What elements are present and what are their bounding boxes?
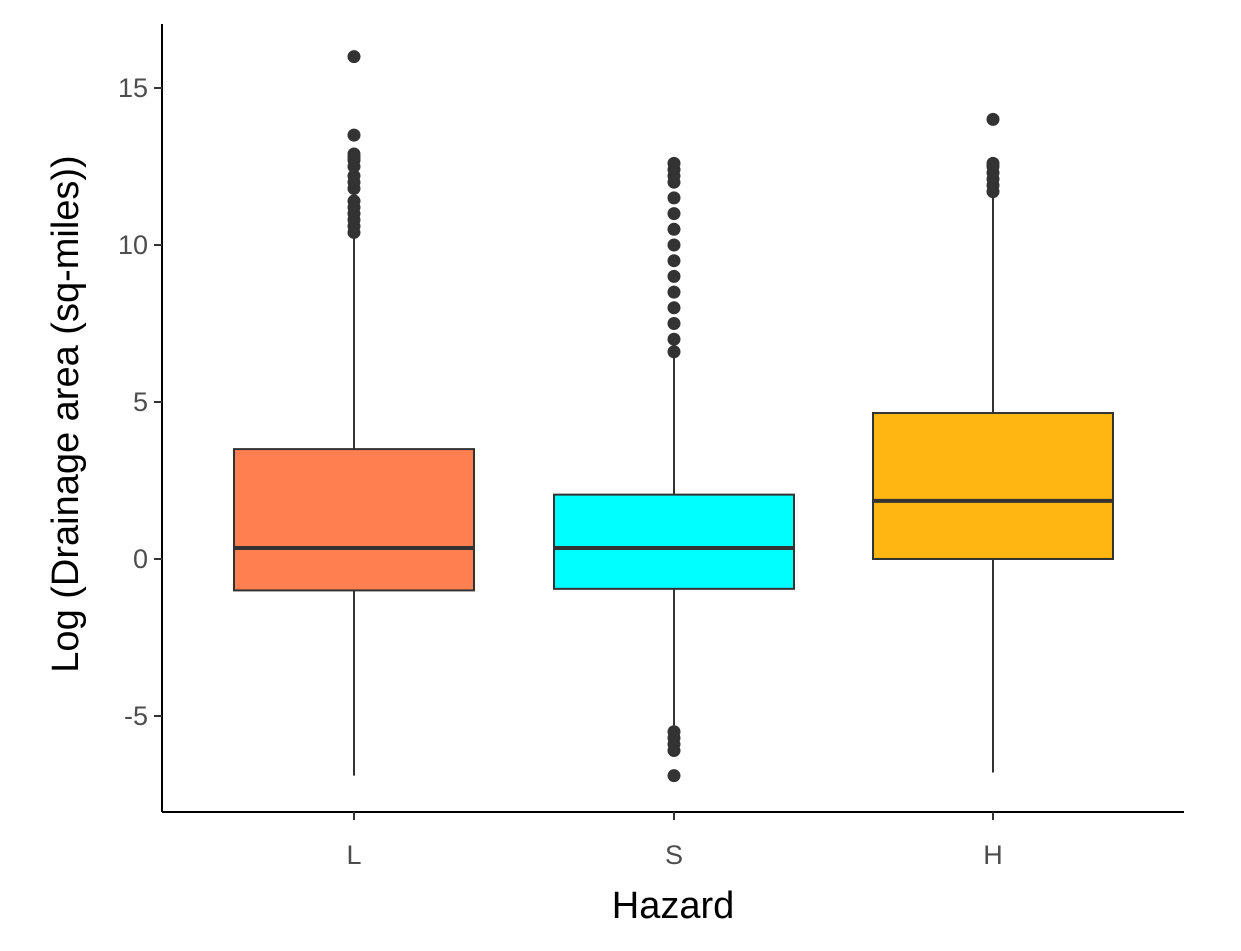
outlier-point <box>667 238 681 252</box>
outlier-point <box>986 156 1000 170</box>
box-iqr <box>872 411 1114 560</box>
outlier-point <box>986 112 1000 126</box>
boxes <box>233 50 1114 783</box>
outlier-point <box>347 169 361 183</box>
x-tick-label: L <box>346 840 361 870</box>
outlier-point <box>667 769 681 783</box>
outlier-point <box>667 222 681 236</box>
box-S <box>553 156 795 783</box>
outlier-point <box>347 50 361 64</box>
x-tick-label: H <box>983 840 1003 870</box>
y-tick-label: 0 <box>133 544 148 574</box>
box-H <box>872 112 1114 773</box>
box-iqr <box>553 493 795 590</box>
x-axis-title: Hazard <box>612 885 735 927</box>
outlier-point <box>667 744 681 758</box>
outlier-point <box>667 269 681 283</box>
y-axis-title: Log (Drainage area (sq-miles)) <box>45 155 87 672</box>
y-tick-label: 10 <box>118 230 148 260</box>
outlier-point <box>347 147 361 161</box>
outlier-point <box>347 194 361 208</box>
box-iqr <box>233 448 475 592</box>
outlier-point <box>667 254 681 268</box>
x-tick-label: S <box>665 840 683 870</box>
outlier-point <box>667 191 681 205</box>
outlier-point <box>347 128 361 142</box>
y-tick-label: -5 <box>124 701 148 731</box>
outlier-point <box>667 317 681 330</box>
y-tick-label: 15 <box>118 73 148 103</box>
y-tick-label: 5 <box>133 387 148 417</box>
outlier-point <box>667 332 681 346</box>
box-L <box>233 50 475 776</box>
outlier-point <box>667 285 681 299</box>
outlier-point <box>667 207 681 221</box>
y-axis-ticks: -5 0 5 10 15 <box>118 73 162 731</box>
outlier-point <box>667 156 681 170</box>
outlier-point <box>667 345 681 359</box>
outlier-point <box>667 301 681 315</box>
